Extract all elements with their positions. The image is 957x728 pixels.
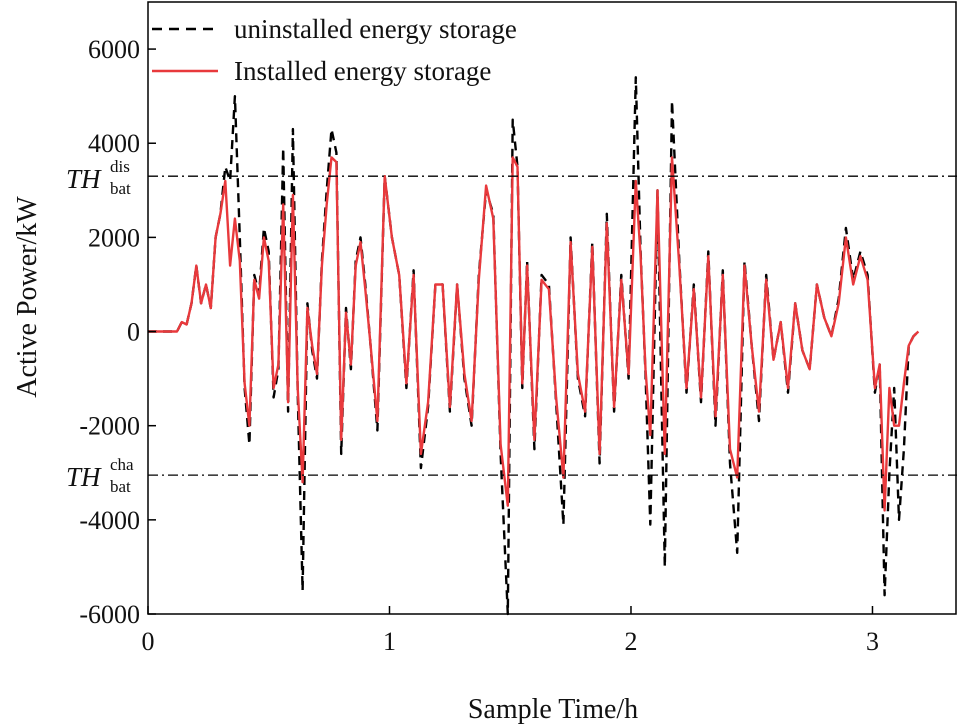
threshold-label-discharge: TH dis bat bbox=[66, 157, 131, 198]
threshold-label-charge: TH cha bat bbox=[66, 455, 134, 496]
x-tick-label: 3 bbox=[866, 627, 879, 656]
y-tick-label: -2000 bbox=[79, 412, 140, 441]
threshold-sub-discharge: bat bbox=[110, 179, 131, 198]
series-line-installed bbox=[148, 156, 920, 512]
y-tick-label: 0 bbox=[127, 318, 140, 347]
axes-layer bbox=[147, 1, 957, 615]
threshold-main-discharge: TH bbox=[66, 164, 102, 194]
x-tick-label: 1 bbox=[383, 627, 396, 656]
ticks-layer: -6000 -4000 -2000 0 2000 4000 6000 0 1 2 3 bbox=[79, 35, 879, 656]
legend: uninstalled energy storage Installed ene… bbox=[152, 14, 517, 86]
threshold-layer bbox=[148, 175, 957, 476]
threshold-sup-discharge: dis bbox=[110, 157, 130, 176]
threshold-sub-charge: bat bbox=[110, 477, 131, 496]
y-tick-label: 2000 bbox=[88, 223, 140, 252]
legend-label-installed: Installed energy storage bbox=[234, 56, 491, 86]
threshold-sup-charge: cha bbox=[110, 455, 134, 474]
y-axis-label: Active Power/kW bbox=[12, 196, 43, 398]
y-tick-label: 6000 bbox=[88, 35, 140, 64]
plot-frame bbox=[147, 1, 957, 615]
x-tick-label: 0 bbox=[142, 627, 155, 656]
y-tick-label: -4000 bbox=[79, 506, 140, 535]
x-axis-label: Sample Time/h bbox=[468, 694, 638, 725]
y-tick-label: 4000 bbox=[88, 129, 140, 158]
y-tick-label: -6000 bbox=[79, 600, 140, 629]
series-layer bbox=[148, 76, 920, 616]
legend-label-uninstalled: uninstalled energy storage bbox=[234, 14, 517, 44]
x-tick-label: 2 bbox=[624, 627, 637, 656]
threshold-main-charge: TH bbox=[66, 462, 102, 492]
